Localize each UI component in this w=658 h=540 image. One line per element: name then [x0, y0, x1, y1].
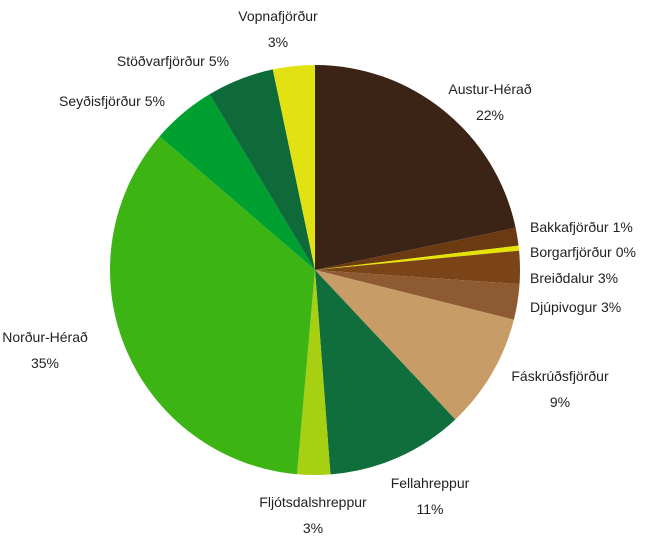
value-label: 3% [601, 299, 621, 315]
slice-label: Stöðvarfjörður 5% [117, 53, 229, 69]
slice-label: Norður-Hérað 35% [2, 329, 88, 371]
pie-slice [315, 270, 514, 420]
value-label: 0% [616, 244, 636, 260]
pie-slice [296, 270, 331, 476]
category-label: Seyðisfjörður [59, 93, 141, 109]
category-label: Vopnafjörður [238, 8, 318, 24]
slice-label: Vopnafjörður 3% [238, 8, 318, 50]
pie-slice [315, 245, 520, 270]
pie-slice [209, 69, 315, 270]
value-label: 11% [417, 501, 444, 517]
pie-slice [315, 65, 516, 270]
pie-slice [315, 250, 520, 285]
value-label: 35% [31, 355, 59, 371]
pie-slice [272, 65, 315, 270]
pie-slice [315, 227, 519, 270]
pie-slice [315, 270, 456, 475]
slice-label: Bakkafjörður 1% [530, 219, 633, 235]
category-label: Fellahreppur [391, 475, 470, 491]
category-label: Norður-Hérað [2, 329, 88, 345]
slice-label: Fáskrúðsfjörður 9% [511, 368, 609, 410]
slice-label: Austur-Hérað 22% [448, 81, 531, 123]
value-label: 3% [268, 34, 288, 50]
slice-label: Fljótsdalshreppur 3% [259, 494, 367, 536]
category-label: Bakkafjörður [530, 219, 609, 235]
category-label: Fljótsdalshreppur [259, 494, 367, 510]
slice-label: Djúpivogur 3% [530, 299, 621, 315]
pie-slice [109, 136, 315, 475]
category-label: Borgarfjörður [530, 244, 612, 260]
value-label: 9% [550, 394, 570, 410]
category-label: Djúpivogur [530, 299, 597, 315]
value-label: 3% [598, 270, 618, 286]
slice-label: Fellahreppur 11% [391, 475, 470, 517]
pie-slice [159, 94, 315, 271]
slice-label: Borgarfjörður 0% [530, 244, 636, 260]
value-label: 1% [613, 219, 633, 235]
slice-label: Seyðisfjörður 5% [59, 93, 165, 109]
slice-label: Breiðdalur 3% [530, 270, 618, 286]
category-label: Fáskrúðsfjörður [511, 368, 609, 384]
value-label: 5% [209, 53, 229, 69]
value-label: 5% [145, 93, 165, 109]
category-label: Stöðvarfjörður [117, 53, 205, 69]
category-label: Breiðdalur [530, 270, 594, 286]
value-label: 3% [303, 520, 323, 536]
value-label: 22% [476, 107, 504, 123]
pie-slice [315, 270, 520, 320]
category-label: Austur-Hérað [448, 81, 531, 97]
